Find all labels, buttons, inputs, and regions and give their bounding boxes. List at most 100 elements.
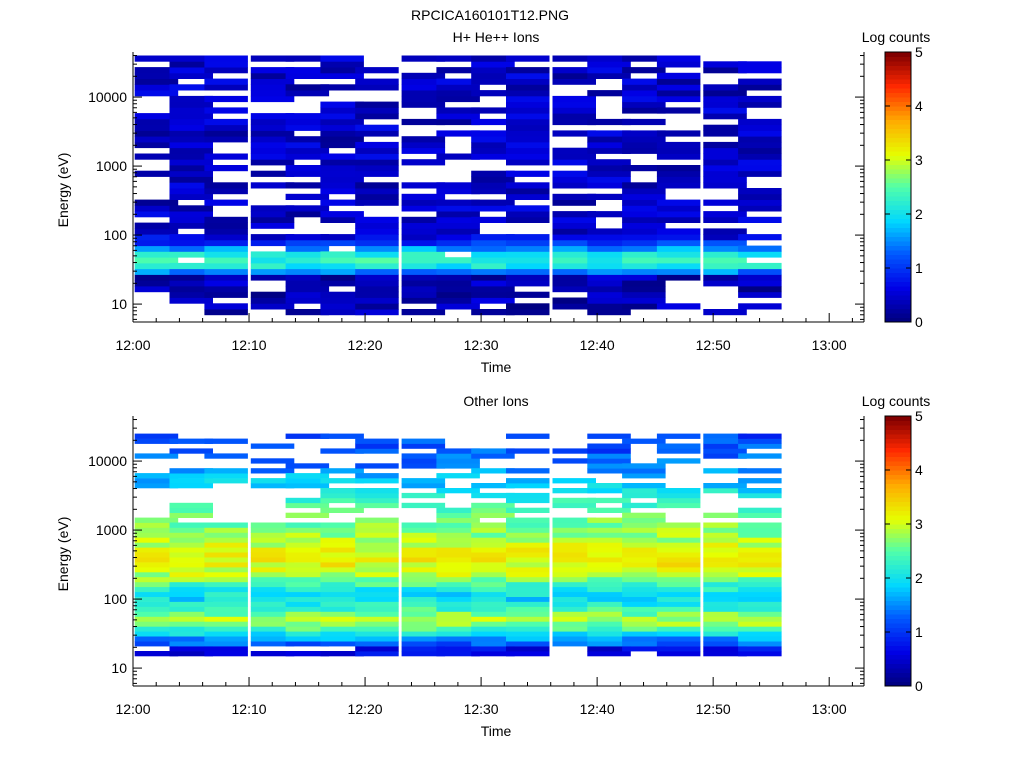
heatmap-cell [471,188,515,195]
heatmap-cell [506,245,550,252]
heatmap-cell [250,651,295,657]
heatmap-cell [134,136,179,143]
heatmap-cell [436,527,480,533]
heatmap-cell [250,596,295,602]
heatmap-cell [134,552,179,558]
heatmap-cell [436,616,480,622]
heatmap-cell [204,188,248,195]
heatmap-cell [656,61,701,68]
heatmap-cell [169,72,213,79]
heatmap-cell [250,84,295,91]
heatmap-cell [622,234,666,241]
colorbar-step [885,492,911,498]
heatmap-cell [738,537,782,543]
heatmap-cell [471,591,515,597]
heatmap-cell [471,468,515,474]
heatmap-cell [169,193,213,200]
heatmap-cell [738,571,782,578]
colorbar-step [885,97,911,102]
heatmap-cell [703,567,747,573]
heatmap-cell [738,234,782,241]
heatmap-cell [656,601,701,607]
heatmap-cell [285,182,330,189]
heatmap-cell [169,483,213,489]
heatmap-cell [320,61,364,68]
heatmap-cell [134,90,179,97]
heatmap-cell [320,611,364,617]
heatmap-cell [703,576,747,583]
colorbar-step [885,587,911,592]
heatmap-cell [355,438,399,444]
heatmap-cell [587,532,631,538]
heatmap-cell [506,433,550,439]
heatmap-cell [506,84,550,91]
heatmap-cell [471,136,515,143]
heatmap-cell [587,552,631,558]
heatmap-cell [622,473,666,479]
heatmap-cell [204,557,248,563]
heatmap-cell [320,522,364,528]
heatmap-cell [204,532,248,538]
heatmap-cell [320,567,364,573]
heatmap-cell [471,182,515,189]
heatmap-cell [622,502,666,509]
heatmap-cell [622,141,666,149]
heatmap-cell [320,571,364,578]
heatmap-cell [622,101,666,108]
heatmap-cell [552,631,596,637]
heatmap-cell [506,216,550,223]
heatmap-cell [320,448,364,454]
heatmap-cell [436,280,480,287]
heatmap-cell [285,473,330,479]
heatmap-cell [656,268,701,275]
heatmap-cell [703,453,747,459]
heatmap-cell [738,438,782,444]
heatmap-cell [401,562,446,568]
colorbar-step [885,474,911,480]
heatmap-cell [320,113,364,120]
colorbar-step [885,497,911,502]
heatmap-cell [552,303,596,310]
heatmap-cell [587,611,631,617]
heatmap-cell [738,101,782,108]
heatmap-cell [134,153,179,160]
heatmap-cell [320,606,364,612]
heatmap-cell [471,205,515,212]
heatmap-cell [355,297,399,304]
heatmap-cell [587,567,631,573]
heatmap-cell [134,576,179,583]
heatmap-cell [320,537,364,543]
heatmap-cell [506,188,550,195]
heatmap-cell [471,621,515,627]
heatmap-cell [204,124,248,131]
heatmap-cell [552,458,596,464]
heatmap-cell [250,78,295,85]
heatmap-cell [285,118,330,126]
heatmap-cell [204,626,248,632]
heatmap-cell [622,268,666,275]
heatmap-cell [506,268,550,275]
heatmap-cell [320,616,364,622]
heatmap-cell [656,527,701,533]
heatmap-cell [738,159,782,166]
colorbar-step [885,623,911,628]
colorbar-step [885,443,911,448]
heatmap-cell [204,473,248,479]
heatmap-cell [471,118,515,126]
heatmap-cell [204,616,248,622]
heatmap-cell [355,286,399,293]
heatmap-cell [471,571,515,578]
heatmap-cell [656,443,701,449]
heatmap-cell [355,502,399,509]
heatmap-cell [285,562,330,568]
heatmap-cell [285,136,330,143]
heatmap-cell [656,72,701,79]
heatmap-cell [552,130,596,137]
heatmap-cell [320,124,364,131]
heatmap-cell [656,532,701,538]
heatmap-cell [703,268,747,275]
heatmap-cell [703,527,747,533]
heatmap-cell [552,552,596,558]
heatmap-cell [169,95,213,103]
heatmap-cell [738,601,782,607]
